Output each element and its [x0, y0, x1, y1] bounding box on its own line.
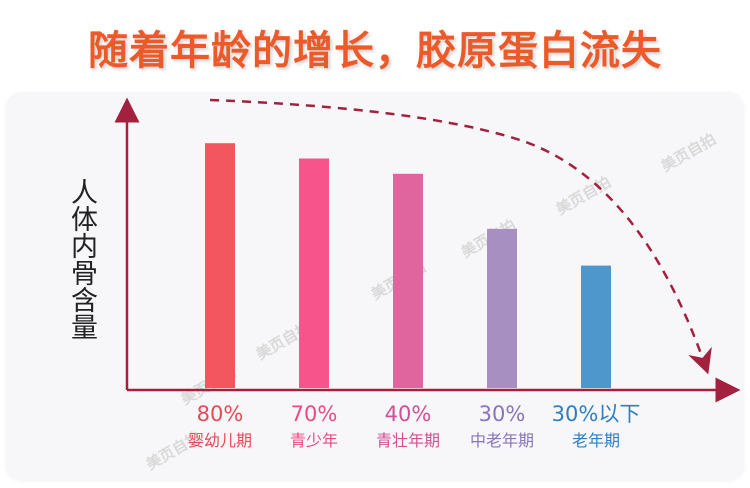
category-label-2: 青少年	[290, 431, 338, 450]
bar-2	[299, 158, 329, 388]
value-label-1: 80%	[197, 402, 244, 426]
category-label-1: 婴幼儿期	[188, 431, 252, 450]
bar-5	[581, 265, 611, 388]
watermark-text: 美页自拍	[658, 130, 719, 176]
value-label-4: 30%	[479, 402, 526, 426]
value-label-5: 30%以下	[552, 402, 641, 426]
watermark-text: 美页自拍	[553, 173, 614, 219]
decline-trend-line	[209, 98, 712, 375]
bar-4	[487, 228, 517, 388]
chart-panel	[6, 92, 744, 480]
y-axis-label: 人体内骨含量	[66, 178, 97, 340]
category-label-4: 中老年期	[470, 431, 534, 450]
value-label-2: 70%	[291, 402, 338, 426]
category-label-5: 老年期	[572, 431, 620, 450]
bar-1	[205, 143, 235, 388]
bar-3	[393, 173, 423, 388]
category-label-3: 青壮年期	[376, 431, 440, 450]
chart-title: 随着年龄的增长，胶原蛋白流失	[88, 28, 662, 74]
value-label-3: 40%	[385, 402, 432, 426]
